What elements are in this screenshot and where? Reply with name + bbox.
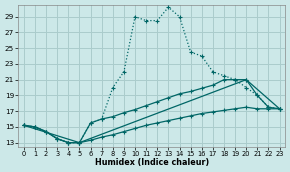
X-axis label: Humidex (Indice chaleur): Humidex (Indice chaleur): [95, 158, 209, 167]
